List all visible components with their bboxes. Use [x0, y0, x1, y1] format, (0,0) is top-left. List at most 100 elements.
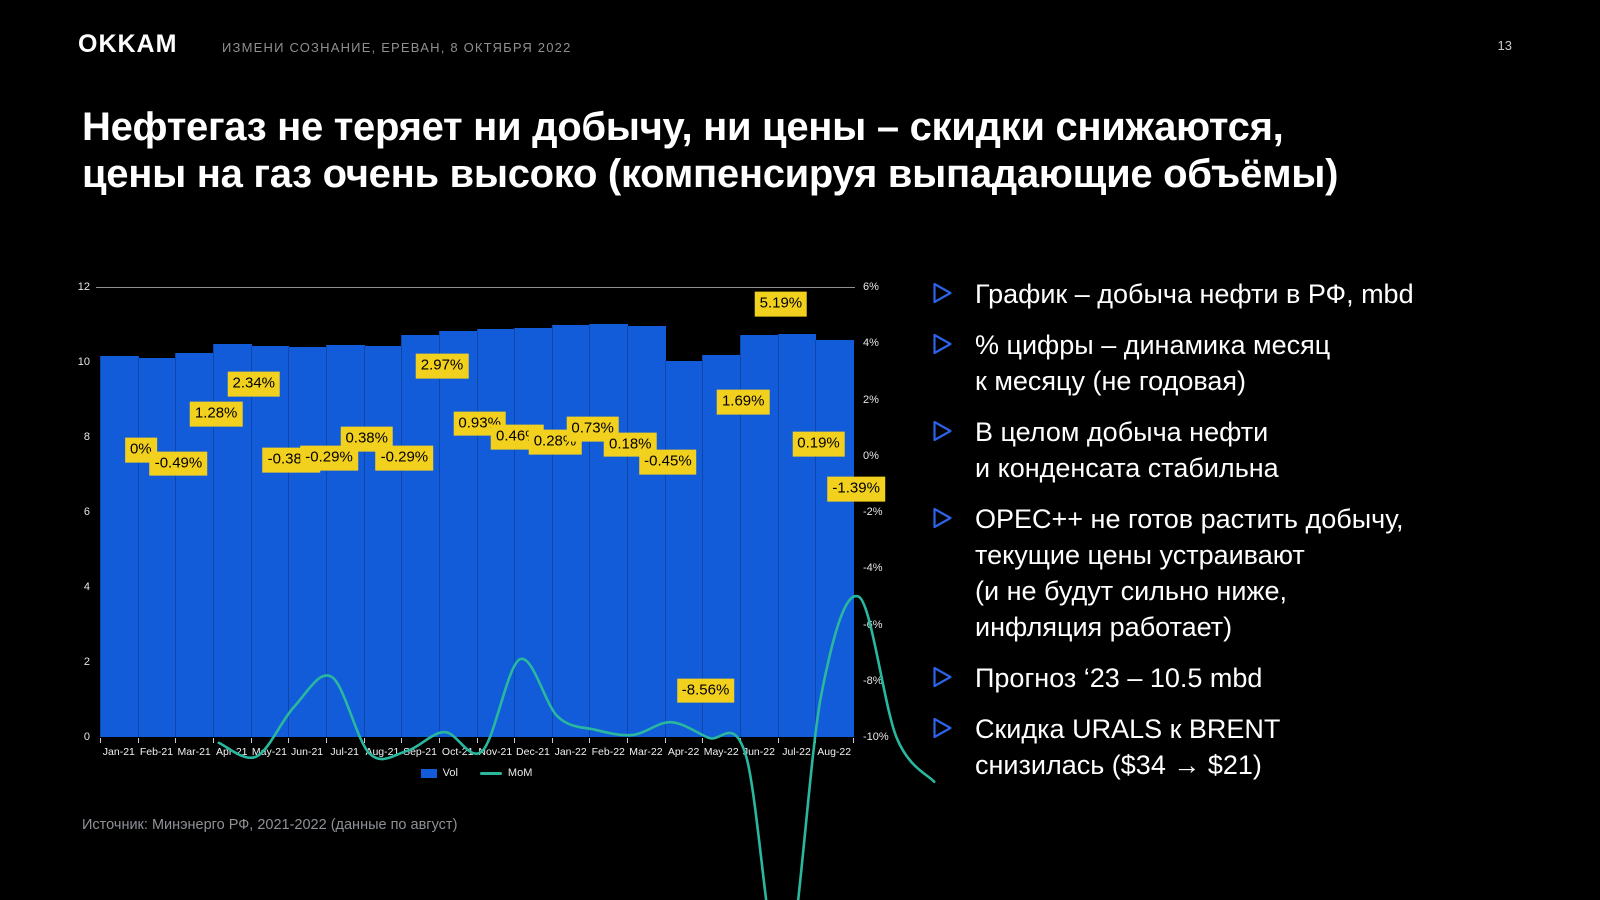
left-axis-tick-label: 6: [83, 506, 90, 518]
bullet-text: Скидка URALS к BRENT снизилась ($34 → $2…: [975, 714, 1281, 780]
x-axis-tick: [288, 738, 290, 743]
left-axis-tick-label: 4: [83, 581, 90, 593]
x-axis-tick: [363, 738, 365, 743]
legend-item-vol: Vol: [420, 767, 458, 779]
x-axis-tick: [250, 738, 252, 743]
mom-data-label: 0.28%: [528, 429, 582, 455]
left-axis-tick-label: 12: [77, 281, 90, 293]
x-axis-label: Feb-22: [591, 746, 625, 758]
volume-bar: [815, 339, 854, 737]
mom-data-label: 0.93%: [453, 411, 506, 436]
bullet-item: График – добыча нефти в РФ, mbd: [932, 276, 1477, 312]
event-subtitle: ИЗМЕНИ СОЗНАНИЕ, ЕРЕВАН, 8 ОКТЯБРЯ 2022: [222, 40, 572, 55]
bullet-list: График – добыча нефти в РФ, mbd % цифры –…: [932, 276, 1477, 798]
left-axis-tick-label: 2: [83, 656, 90, 668]
right-axis-tick-label: -8%: [863, 674, 883, 687]
triangle-bullet-icon: [933, 333, 952, 355]
x-axis-tick: [476, 738, 478, 743]
x-axis-label: Jan-22: [554, 746, 587, 758]
triangle-bullet-icon: [933, 717, 952, 739]
chart-legend: Vol MoM: [100, 767, 853, 779]
volume-bar: [702, 354, 742, 737]
right-axis-tick-label: 4%: [863, 337, 879, 350]
mom-data-label: 2.97%: [415, 353, 469, 379]
x-axis-tick: [325, 738, 327, 743]
volume-bar: [288, 346, 327, 737]
x-axis-tick: [438, 738, 440, 743]
bullet-item: Прогноз ‘23 – 10.5 mbd: [932, 660, 1477, 696]
bullet-text: % цифры – динамика месяц к месяцу (не го…: [975, 330, 1331, 396]
bullet-text: График – добыча нефти в РФ, mbd: [975, 279, 1414, 309]
x-axis-tick: [514, 738, 516, 743]
legend-label: Vol: [442, 767, 458, 779]
mom-data-label: 5.19%: [754, 291, 808, 317]
x-axis-tick: [589, 738, 591, 743]
mom-data-label: -0.49%: [149, 451, 208, 476]
mom-data-label: 0.19%: [792, 432, 845, 457]
legend-bar-swatch-icon: [420, 768, 437, 778]
volume-bar: [627, 326, 666, 737]
oil-production-chart: 12 10 8 6 4 2 0 6% 4% 2% 0% -2% -4% -6% -8% -10% Jan-21 F…: [77, 281, 936, 900]
triangle-bullet-icon: [933, 420, 952, 442]
x-axis-tick: [702, 738, 704, 743]
bullet-text: OPEC++ не готов растить добычу, текущие …: [975, 504, 1404, 642]
volume-bar: [100, 356, 139, 737]
x-axis-label: Dec-21: [516, 746, 550, 758]
right-axis-tick-label: -2%: [863, 506, 883, 518]
mom-data-label: 1.69%: [716, 389, 770, 415]
mom-data-label: -1.39%: [827, 476, 885, 502]
right-axis-tick-label: 6%: [863, 281, 879, 293]
volume-bar: [325, 345, 365, 737]
legend-label: MoM: [507, 767, 533, 779]
triangle-bullet-icon: [933, 666, 952, 688]
x-axis-tick: [137, 738, 139, 743]
right-axis-tick-label: 2%: [863, 393, 879, 406]
x-axis-label: Mar-21: [177, 746, 211, 758]
mom-data-label: 1.28%: [189, 401, 243, 427]
legend-item-mom: MoM: [479, 767, 533, 779]
right-axis-tick-label: 0%: [863, 449, 879, 462]
x-axis-label: Jun-22: [742, 746, 775, 758]
volume-bar: [777, 334, 817, 737]
x-axis-label: Aug-21: [365, 746, 400, 758]
left-axis-tick-label: 8: [83, 431, 90, 443]
x-axis-tick: [853, 738, 854, 743]
right-axis-tick-label: -6%: [863, 618, 883, 631]
legend-line-swatch-icon: [479, 771, 502, 775]
right-axis-tick-label: -4%: [863, 562, 883, 575]
left-axis-tick-label: 10: [77, 356, 90, 368]
x-axis-label: Jul-21: [330, 746, 360, 758]
volume-bar: [476, 329, 516, 737]
x-axis-label: Jun-21: [291, 746, 324, 758]
bullet-text: В целом добыча нефти и конденсата стабил…: [975, 417, 1279, 483]
x-axis-label: Jul-22: [782, 746, 811, 758]
x-axis-label: Jan-21: [102, 746, 135, 758]
volume-bar: [250, 345, 290, 737]
bullet-item: Скидка URALS к BRENT снизилась ($34 → $2…: [932, 711, 1477, 783]
slide-title: Нефтегаз не теряет ни добычу, ни цены – …: [82, 105, 1339, 196]
gridline: [96, 287, 855, 288]
bullet-item: % цифры – динамика месяц к месяцу (не го…: [932, 327, 1477, 399]
page-number: 13: [1497, 38, 1512, 53]
x-axis-label: Mar-22: [629, 746, 663, 758]
bullet-text: Прогноз ‘23 – 10.5 mbd: [975, 663, 1263, 693]
volume-bar: [551, 324, 591, 737]
volume-bar: [401, 334, 440, 737]
left-axis-tick-label: 0: [83, 731, 90, 743]
mom-data-label: -0.45%: [639, 450, 697, 475]
volume-bar: [137, 357, 177, 737]
mom-data-label: 2.34%: [227, 371, 281, 397]
x-axis-label: May-22: [703, 746, 739, 758]
right-axis-tick-label: -10%: [863, 731, 889, 743]
x-axis-tick: [664, 738, 666, 743]
triangle-bullet-icon: [933, 282, 952, 304]
x-axis-tick: [777, 738, 779, 743]
x-axis-tick: [551, 738, 553, 743]
x-axis-tick: [401, 738, 403, 743]
x-axis-label: Apr-22: [667, 746, 700, 758]
x-axis-tick: [212, 738, 214, 743]
bullet-item: В целом добыча нефти и конденсата стабил…: [932, 414, 1477, 486]
x-axis-tick: [175, 738, 177, 743]
volume-bar: [363, 346, 403, 737]
